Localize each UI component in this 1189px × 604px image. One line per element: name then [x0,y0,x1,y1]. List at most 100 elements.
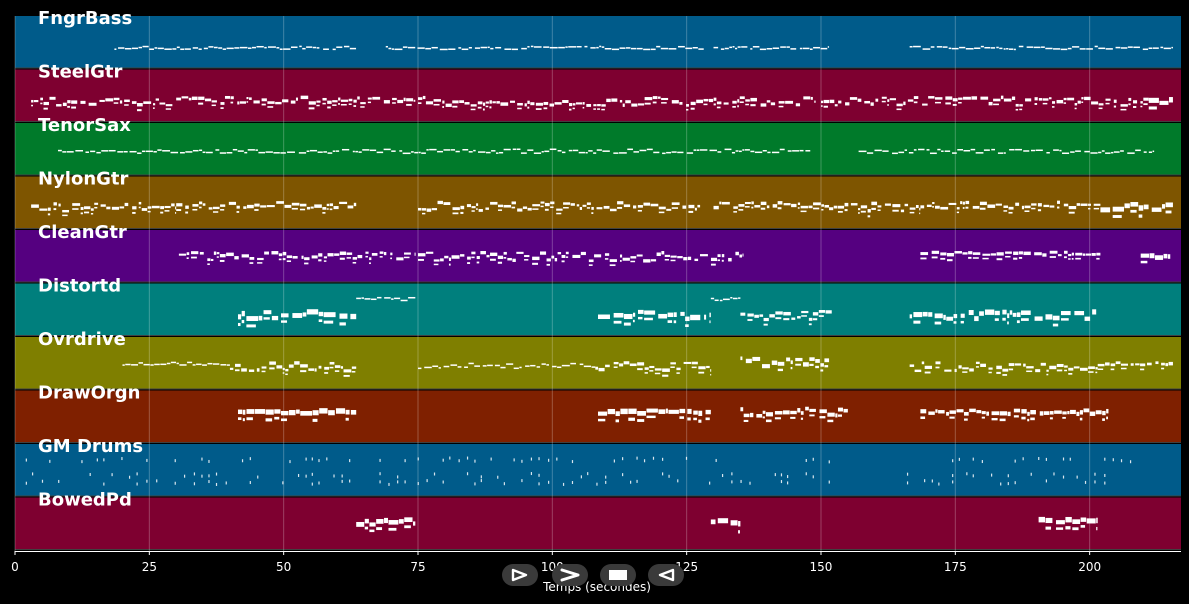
note [723,102,729,105]
note [1023,150,1030,152]
drum-hit [636,456,638,460]
note [1140,260,1148,264]
note [39,208,48,211]
note [1093,207,1100,210]
note [234,256,239,260]
note [473,149,476,152]
note [332,100,338,103]
next-button[interactable] [552,564,588,586]
note [1075,257,1081,260]
note [213,251,217,255]
note [477,106,482,109]
note [786,357,791,362]
note [241,368,247,372]
drum-hit [652,456,655,460]
note [319,408,328,414]
note [870,102,874,106]
note [972,205,980,209]
note [222,48,227,50]
note [606,98,611,103]
drum-hit [828,480,830,484]
note [390,252,393,256]
note [490,201,498,205]
x-tick-label: 150 [810,560,833,574]
note [90,150,96,153]
note [1042,98,1049,101]
track-lane-0 [15,16,1181,68]
note [940,252,947,256]
note [952,103,957,106]
note [1070,151,1075,153]
note [837,211,843,213]
note [261,366,267,369]
note [783,203,791,206]
note [291,207,298,210]
drum-hit [474,482,476,486]
note [1064,369,1068,372]
note [795,363,802,366]
note [242,409,246,415]
note [550,206,554,209]
note [290,100,296,104]
note [476,203,479,206]
note [425,47,431,50]
note [1003,48,1006,50]
note [75,150,84,152]
note [1106,408,1109,414]
note [617,206,623,209]
note [176,362,179,365]
note [1013,48,1016,51]
note [332,104,337,106]
note [1039,411,1044,416]
note [650,203,659,207]
note [202,203,206,206]
note [1128,103,1131,106]
note [57,149,62,152]
note [394,48,403,51]
note [974,47,981,49]
note [619,260,622,262]
note [1043,411,1050,415]
note [615,419,620,423]
note [915,205,919,209]
note [1120,108,1127,111]
note [802,47,810,50]
drum-hit [289,460,291,464]
note [288,364,294,368]
note [464,366,468,368]
note [360,102,366,105]
note [738,530,740,534]
note [1014,363,1022,366]
play-button[interactable] [502,564,538,586]
note [594,254,602,258]
stop-button[interactable] [600,564,636,586]
note [541,363,546,365]
note [730,520,738,526]
note [348,103,352,105]
note [579,207,583,210]
note [653,151,660,154]
note [1049,365,1057,370]
note [31,204,39,208]
note [106,206,111,210]
note [137,102,143,107]
note [516,148,521,151]
drum-hit [417,457,419,461]
previous-button[interactable] [648,564,684,586]
drum-hit [952,459,954,463]
drum-hit [1084,480,1087,484]
note [579,363,584,366]
note [995,203,1002,206]
note [1149,253,1155,259]
note [1154,255,1164,260]
note [397,99,404,104]
note [677,151,684,154]
note [476,261,480,264]
note [1018,45,1024,48]
note [442,100,445,104]
note [199,149,203,152]
note [1085,253,1092,256]
note [1105,48,1113,50]
note [517,208,523,212]
drum-hit [349,459,351,463]
